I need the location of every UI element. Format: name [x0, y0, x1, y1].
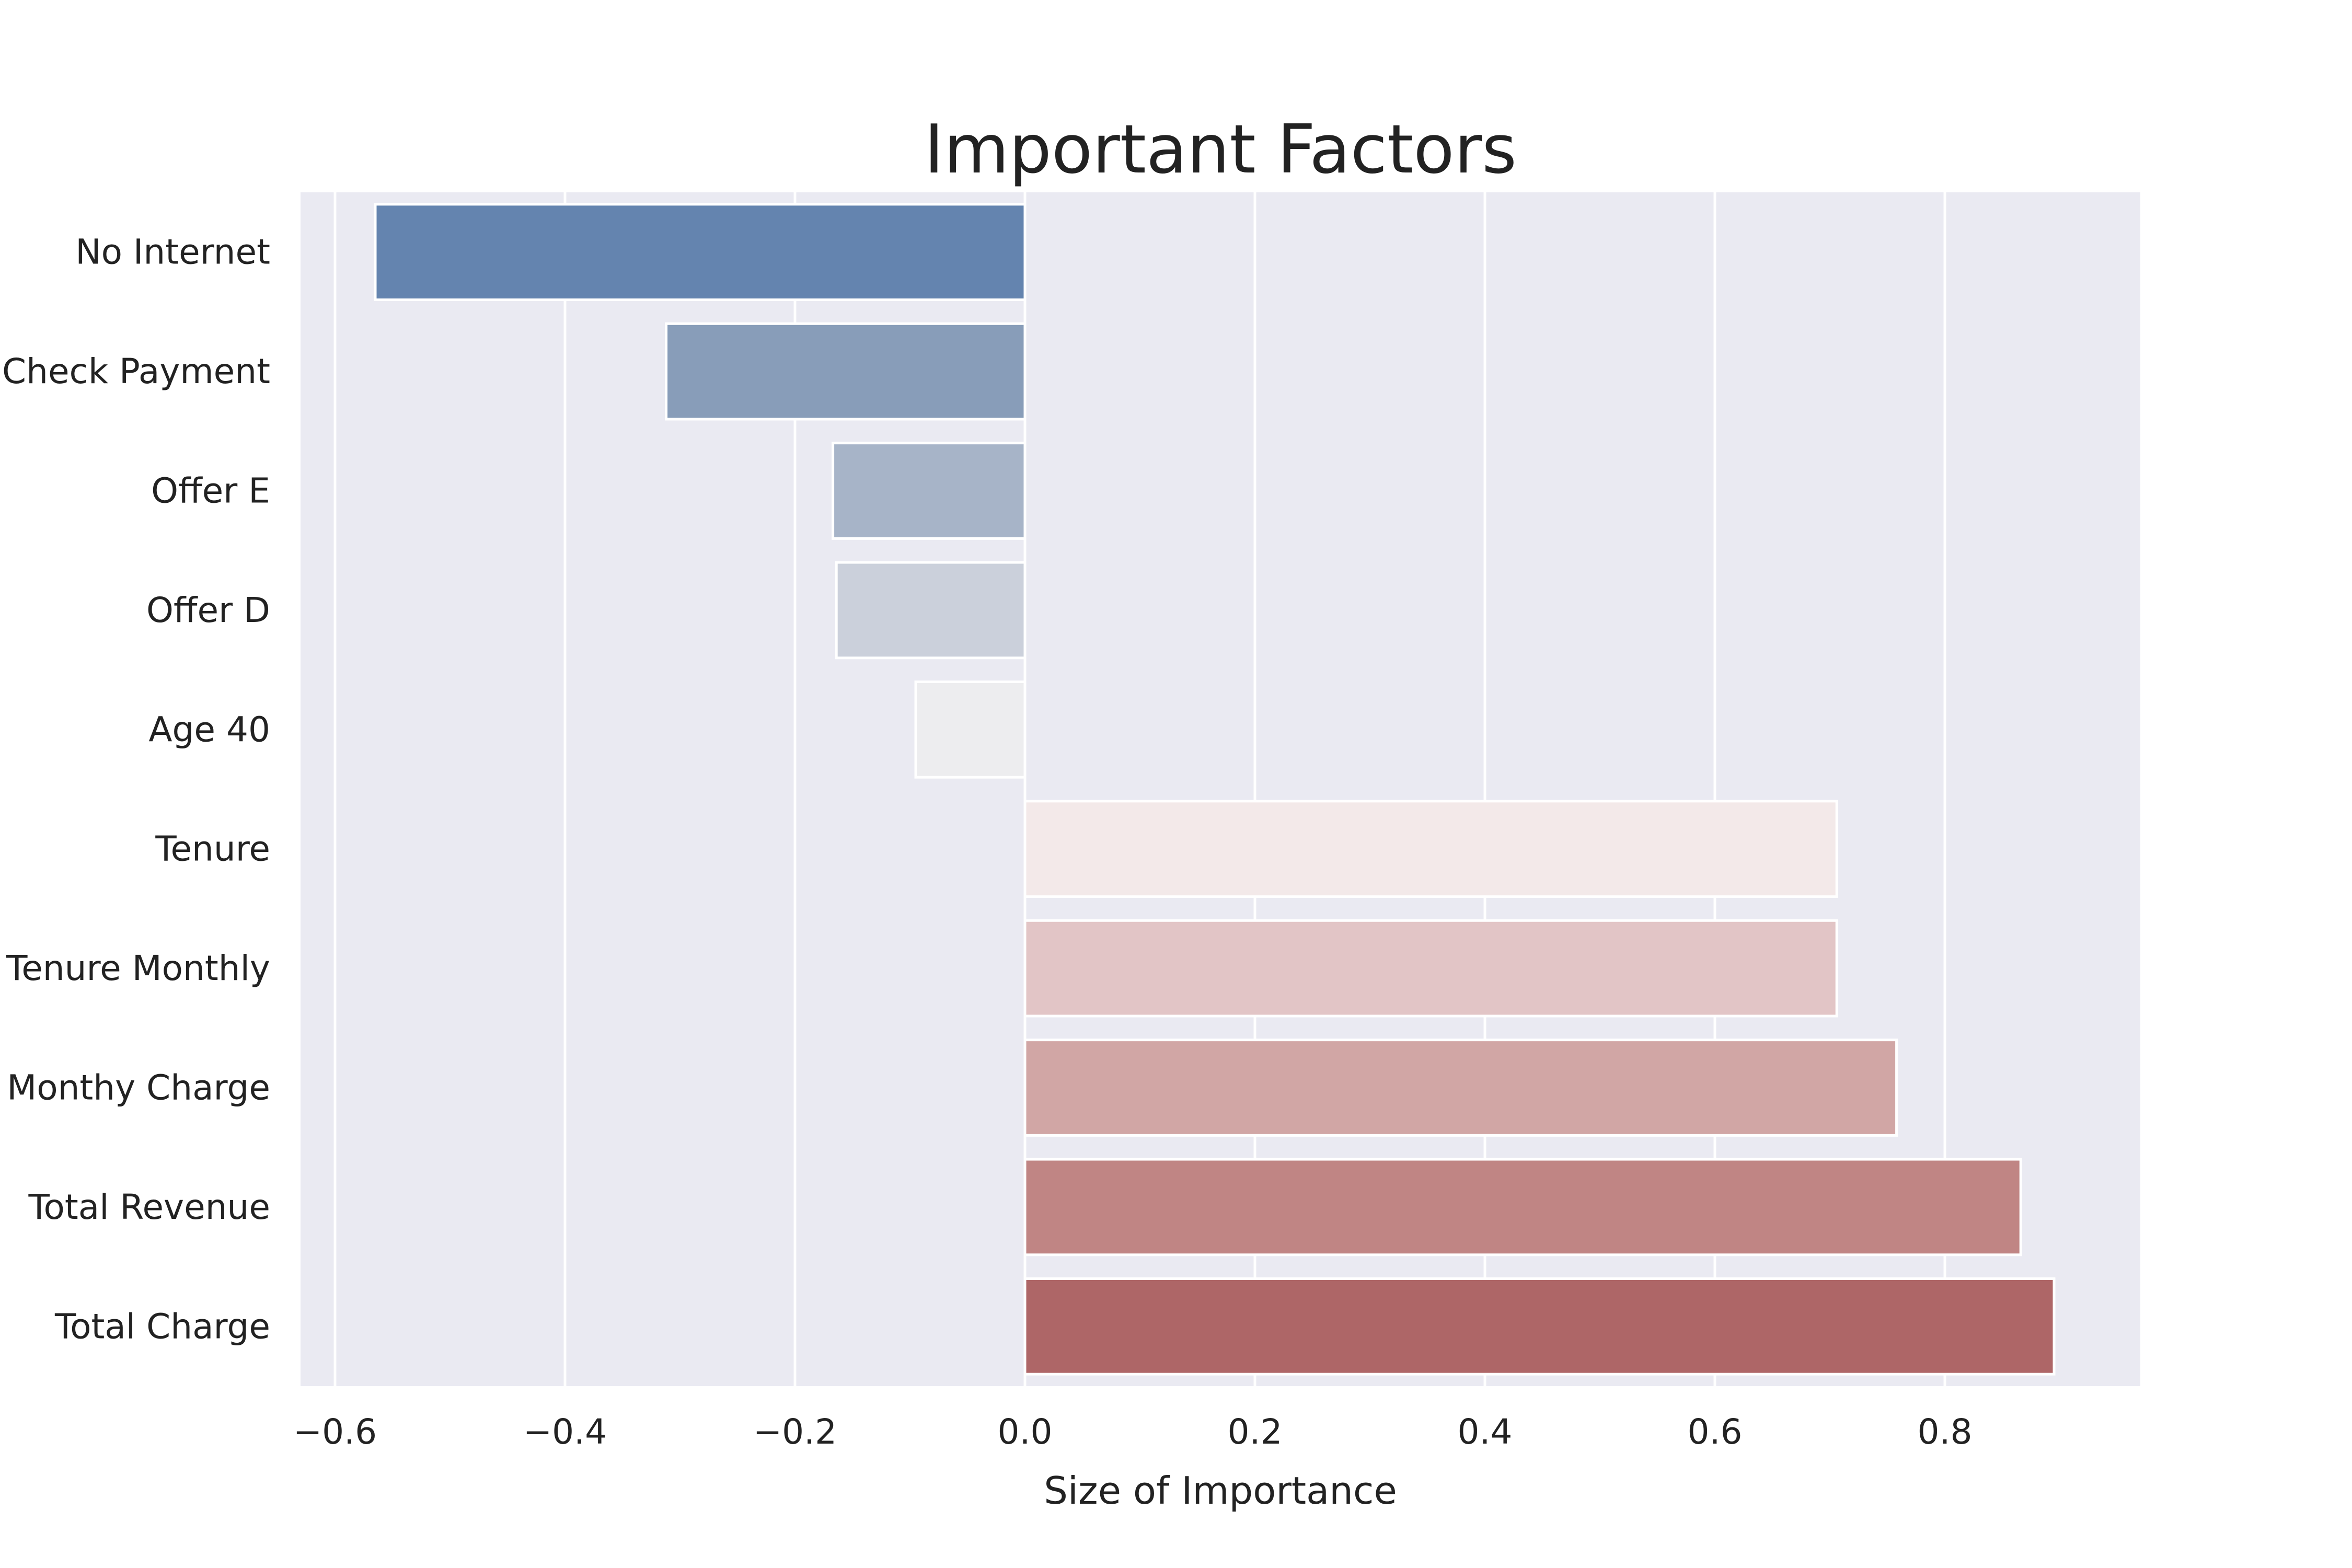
x-tick-labels: −0.6 −0.4 −0.2 0.0 0.2 0.4 0.6 0.8 [293, 1412, 1973, 1452]
y-tick-label: Mailed Check Payment [0, 351, 270, 391]
y-tick-label: Tenure Monthly [6, 948, 270, 988]
bar-mailed-check-payment [665, 322, 1027, 421]
y-tick-label: Monthy Charge [7, 1068, 270, 1108]
bar-tenure [1023, 800, 1838, 898]
x-tick-label: 0.8 [1918, 1412, 1973, 1452]
bar-offer-e [832, 442, 1027, 540]
bar-no-internet [374, 203, 1027, 302]
bar-offer-d [835, 561, 1027, 660]
y-tick-label: Age 40 [148, 709, 270, 750]
y-tick-label: Offer E [151, 471, 270, 511]
bar-monthy-charge [1023, 1039, 1898, 1137]
x-axis-label: Size of Importance [1044, 1469, 1397, 1513]
x-tick-label: 0.4 [1458, 1412, 1513, 1452]
x-tick-label: 0.0 [998, 1412, 1053, 1452]
y-tick-label: Tenure [155, 829, 270, 869]
y-tick-label: Total Revenue [28, 1187, 270, 1227]
x-tick-label: −0.2 [753, 1412, 837, 1452]
x-tick-label: −0.4 [523, 1412, 607, 1452]
bars [374, 203, 2056, 1376]
bar-age-40 [914, 680, 1027, 779]
x-tick-label: 0.6 [1688, 1412, 1743, 1452]
x-tick-label: 0.2 [1228, 1412, 1283, 1452]
y-tick-label: Offer D [146, 590, 270, 630]
bar-total-revenue [1023, 1158, 2022, 1256]
x-tick-label: −0.6 [293, 1412, 377, 1452]
chart-title: Important Factors [924, 111, 1517, 189]
y-tick-label: No Internet [75, 232, 270, 272]
bar-total-charge [1023, 1277, 2056, 1376]
y-tick-labels: No Internet Mailed Check Payment Offer E Of… [0, 232, 270, 1347]
bar-tenure-monthly [1023, 919, 1838, 1018]
y-tick-label: Total Charge [54, 1306, 270, 1346]
